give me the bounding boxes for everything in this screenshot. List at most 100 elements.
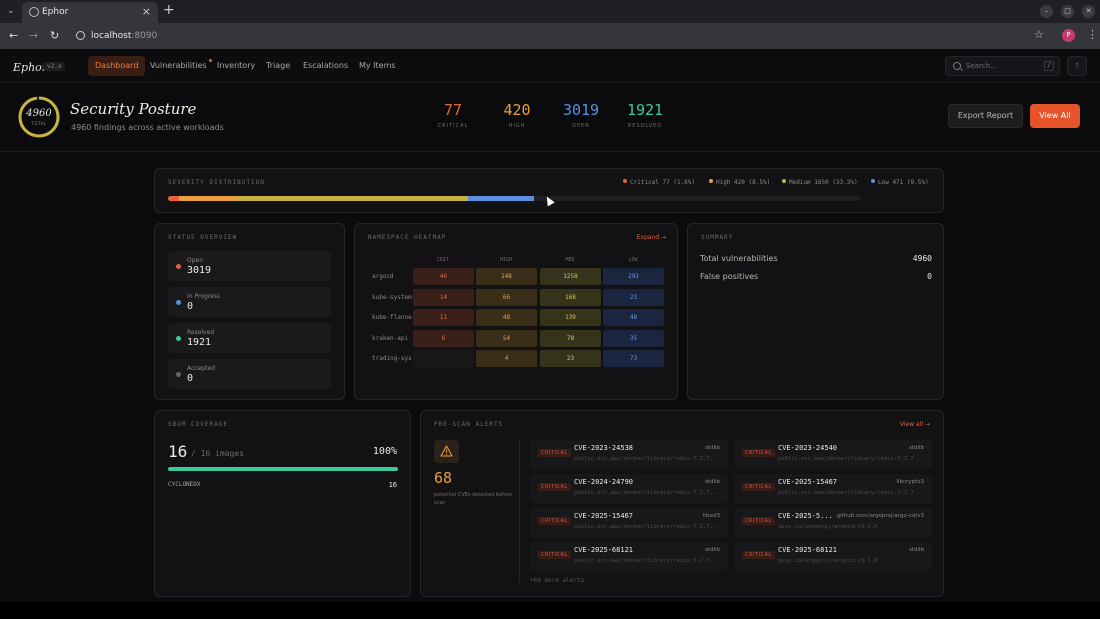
severity-segment-high[interactable]	[179, 196, 238, 201]
stat-open[interactable]: 3019 OPEN	[551, 101, 611, 129]
stat-critical[interactable]: 77 CRITICAL	[423, 101, 483, 129]
severity-segment-medium[interactable]	[237, 196, 469, 201]
heatmap-cell[interactable]: 78	[540, 329, 601, 347]
maximize-icon[interactable]: □	[1061, 5, 1074, 18]
nav-inventory[interactable]: Inventory	[217, 61, 256, 70]
image-ref: public.ecr.aws/docker/library/redis:7.2.…	[778, 456, 923, 462]
cve-id: CVE-2025-15467	[574, 512, 634, 520]
close-tab-icon[interactable]: ×	[141, 5, 151, 18]
stat-resolved-label: RESOLVED	[627, 123, 663, 129]
alert-item[interactable]: CRITICAL CVE-2025-15467 libcrypto3 public.e…	[734, 474, 932, 503]
reload-icon[interactable]: ↻	[50, 29, 60, 42]
status-open[interactable]: Open 3019	[168, 251, 331, 281]
status-label: Resolved	[187, 329, 215, 336]
heatmap-cell[interactable]: 248	[476, 268, 537, 285]
browser-tab[interactable]: Ephor ×	[22, 2, 158, 23]
heatmap-cell[interactable]: 48	[603, 309, 664, 326]
heatmap-expand-link[interactable]: Expand →	[636, 234, 666, 241]
image-ref: public.ecr.aws/docker/library/redis:7.2.…	[574, 490, 719, 496]
heatmap-cell[interactable]: 35	[603, 329, 664, 347]
package-name: stdlib	[908, 445, 924, 451]
alert-item[interactable]: CRITICAL CVE-2025-68121 stdlib public.ecr.a…	[530, 542, 728, 571]
nav-vulnerabilities[interactable]: Vulnerabilities	[143, 56, 214, 76]
nav-dashboard[interactable]: Dashboard	[88, 56, 146, 76]
severity-segment-low[interactable]	[468, 196, 535, 201]
severity-badge: CRITICAL	[538, 551, 571, 559]
total-findings: 4960	[26, 108, 52, 119]
profile-avatar[interactable]: P	[1062, 29, 1075, 42]
site-info-icon[interactable]	[76, 31, 85, 40]
severity-badge: CRITICAL	[742, 517, 775, 525]
heatmap-cell[interactable]: 23	[603, 288, 664, 306]
legend-critical-label: Critical 77 (1.6%)	[630, 179, 696, 186]
legend-high: High 420 (8.5%)	[709, 179, 770, 186]
severity-segment-critical[interactable]	[168, 196, 180, 201]
package-name: stdlib	[704, 547, 720, 553]
heatmap-namespace-label: argocd	[372, 273, 394, 280]
severity-bar[interactable]	[168, 196, 860, 201]
legend-medium-label: Medium 1650 (33.3%)	[789, 179, 858, 186]
heatmap-cell[interactable]: 4	[476, 350, 537, 367]
prescan-view-all-link[interactable]: View all →	[899, 421, 930, 428]
image-ref: public.ecr.aws/docker/library/redis:7.2.…	[574, 456, 719, 462]
back-icon[interactable]: ←	[9, 29, 19, 42]
nav-my-items[interactable]: My Items	[359, 61, 396, 70]
stat-high[interactable]: 420 HIGH	[487, 101, 547, 129]
heatmap-cell[interactable]: 1258	[540, 268, 601, 285]
stat-resolved-value: 1921	[626, 101, 664, 119]
nav-triage[interactable]: Triage	[266, 61, 291, 70]
heatmap-cell[interactable]: 54	[476, 329, 537, 347]
heatmap-cell[interactable]: 23	[540, 350, 601, 367]
alert-item[interactable]: CRITICAL CVE-2025-5... github.com/argoproj…	[734, 508, 932, 537]
warning-icon	[434, 440, 459, 463]
heatmap-cell[interactable]: 73	[603, 350, 664, 367]
bookmark-star-icon[interactable]: ☆	[1034, 28, 1044, 41]
alert-item[interactable]: CRITICAL CVE-2024-24790 stdlib public.ecr.a…	[530, 474, 728, 503]
search-input[interactable]: Search... /	[945, 56, 1060, 76]
help-button[interactable]: ?	[1067, 56, 1087, 76]
legend-dot	[709, 179, 713, 183]
cve-id: CVE-2024-24790	[574, 478, 634, 486]
page-subtitle: 4960 findings across active workloads	[71, 123, 224, 132]
export-report-button[interactable]: Export Report	[948, 104, 1023, 128]
alert-item[interactable]: CRITICAL CVE-2025-15467 libssl3 public.ecr.…	[530, 508, 728, 537]
brand-logo[interactable]: Ephor	[13, 61, 48, 74]
status-label: Accepted	[187, 365, 215, 372]
heatmap-namespace-label: kraken-api	[372, 334, 409, 342]
status-resolved[interactable]: Resolved 1921	[168, 323, 331, 353]
nav-escalations[interactable]: Escalations	[303, 61, 349, 70]
status-in-progress[interactable]: In Progress 0	[168, 287, 331, 317]
heatmap-cell[interactable]: 6	[413, 329, 474, 347]
url-field[interactable]: localhost:8090	[91, 31, 158, 41]
heatmap-cell[interactable]: 46	[413, 268, 474, 285]
stat-resolved[interactable]: 1921 RESOLVED	[615, 101, 675, 129]
browser-menu-icon[interactable]: ⋮	[1087, 28, 1098, 41]
view-all-button[interactable]: View All	[1030, 104, 1080, 128]
heatmap-cell[interactable]: -	[413, 350, 474, 367]
new-tab-icon[interactable]: +	[163, 2, 175, 18]
summary-title: SUMMARY	[701, 234, 734, 241]
severity-badge: CRITICAL	[538, 483, 571, 491]
heatmap-cell[interactable]: 11	[413, 309, 474, 326]
sbom-progress-bar	[168, 467, 398, 471]
alert-item[interactable]: CRITICAL CVE-2023-24540 stdlib public.ecr.a…	[734, 440, 932, 469]
heatmap-cell[interactable]: 292	[603, 268, 664, 285]
posture-ring	[18, 96, 60, 138]
heatmap-cell[interactable]: 48	[476, 309, 537, 326]
tab-list-chevron-icon[interactable]: ⌄	[7, 6, 15, 16]
dashboard-main: SEVERITY DISTRIBUTION Critical 77 (1.6%)…	[0, 152, 1100, 602]
alert-item[interactable]: CRITICAL CVE-2023-24538 stdlib public.ecr.a…	[530, 440, 728, 469]
heatmap-cell[interactable]: 168	[540, 288, 601, 306]
heatmap-cell[interactable]: 66	[476, 288, 537, 306]
minimize-icon[interactable]: –	[1040, 5, 1053, 18]
alert-item[interactable]: CRITICAL CVE-2025-68121 stdlib quay.io/argo…	[734, 542, 932, 571]
prescan-alerts-card: PRE-SCAN ALERTS View all → 68 potential …	[420, 410, 944, 597]
sbom-format: CYCLONEDX	[168, 481, 201, 488]
heatmap-namespace-label: kube-flannel	[372, 314, 412, 321]
heatmap-cell[interactable]: 14	[413, 288, 474, 306]
window-close-icon[interactable]: ✕	[1082, 5, 1095, 18]
heatmap-cell[interactable]: 139	[540, 309, 601, 326]
summary-false-positive-row: False positives 0	[700, 272, 932, 281]
status-accepted[interactable]: Accepted 0	[168, 359, 331, 389]
forward-icon[interactable]: →	[29, 29, 39, 42]
